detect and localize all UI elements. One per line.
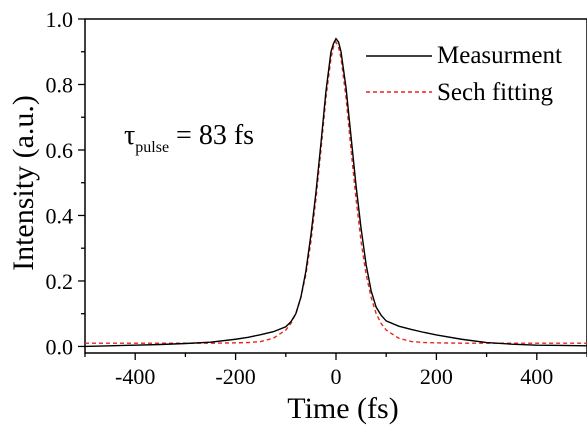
x-tick-label: -400 [115, 364, 155, 389]
y-tick-label: 1.0 [46, 7, 74, 32]
series-line-sech-fitting [85, 40, 587, 344]
axes-layer: -400 -200 0 200 400 0.0 0.2 0.4 0.6 0.8 1.0 [46, 7, 587, 389]
y-tick-label: 0.4 [46, 203, 74, 228]
legend-label-sech-fitting: Sech fitting [437, 79, 553, 106]
y-tick-label: 0.6 [46, 138, 74, 163]
pulse-width-annotation: τpulse = 83 fs [124, 120, 254, 156]
y-tick-label: 0.8 [46, 72, 74, 97]
y-axis-title: Intensity (a.u.) [7, 95, 40, 271]
x-tick-label: 400 [520, 364, 553, 389]
tau-symbol: τ [124, 120, 135, 151]
x-tick-label: 0 [331, 364, 342, 389]
x-axis-title: Time (fs) [287, 392, 398, 425]
series-line-measurment [84, 37, 587, 348]
y-tick-label: 0.2 [46, 269, 74, 294]
x-tick-label: 200 [420, 364, 453, 389]
tau-value: = 83 fs [169, 120, 254, 151]
y-tick-label: 0.0 [46, 334, 74, 359]
tau-subscript: pulse [135, 139, 169, 156]
series-layer [84, 37, 587, 348]
legend-label-measurment: Measurment [437, 42, 562, 69]
plot-frame [84, 18, 587, 354]
x-tick-label: -200 [215, 364, 255, 389]
legend: Measurment Sech fitting [366, 42, 562, 106]
